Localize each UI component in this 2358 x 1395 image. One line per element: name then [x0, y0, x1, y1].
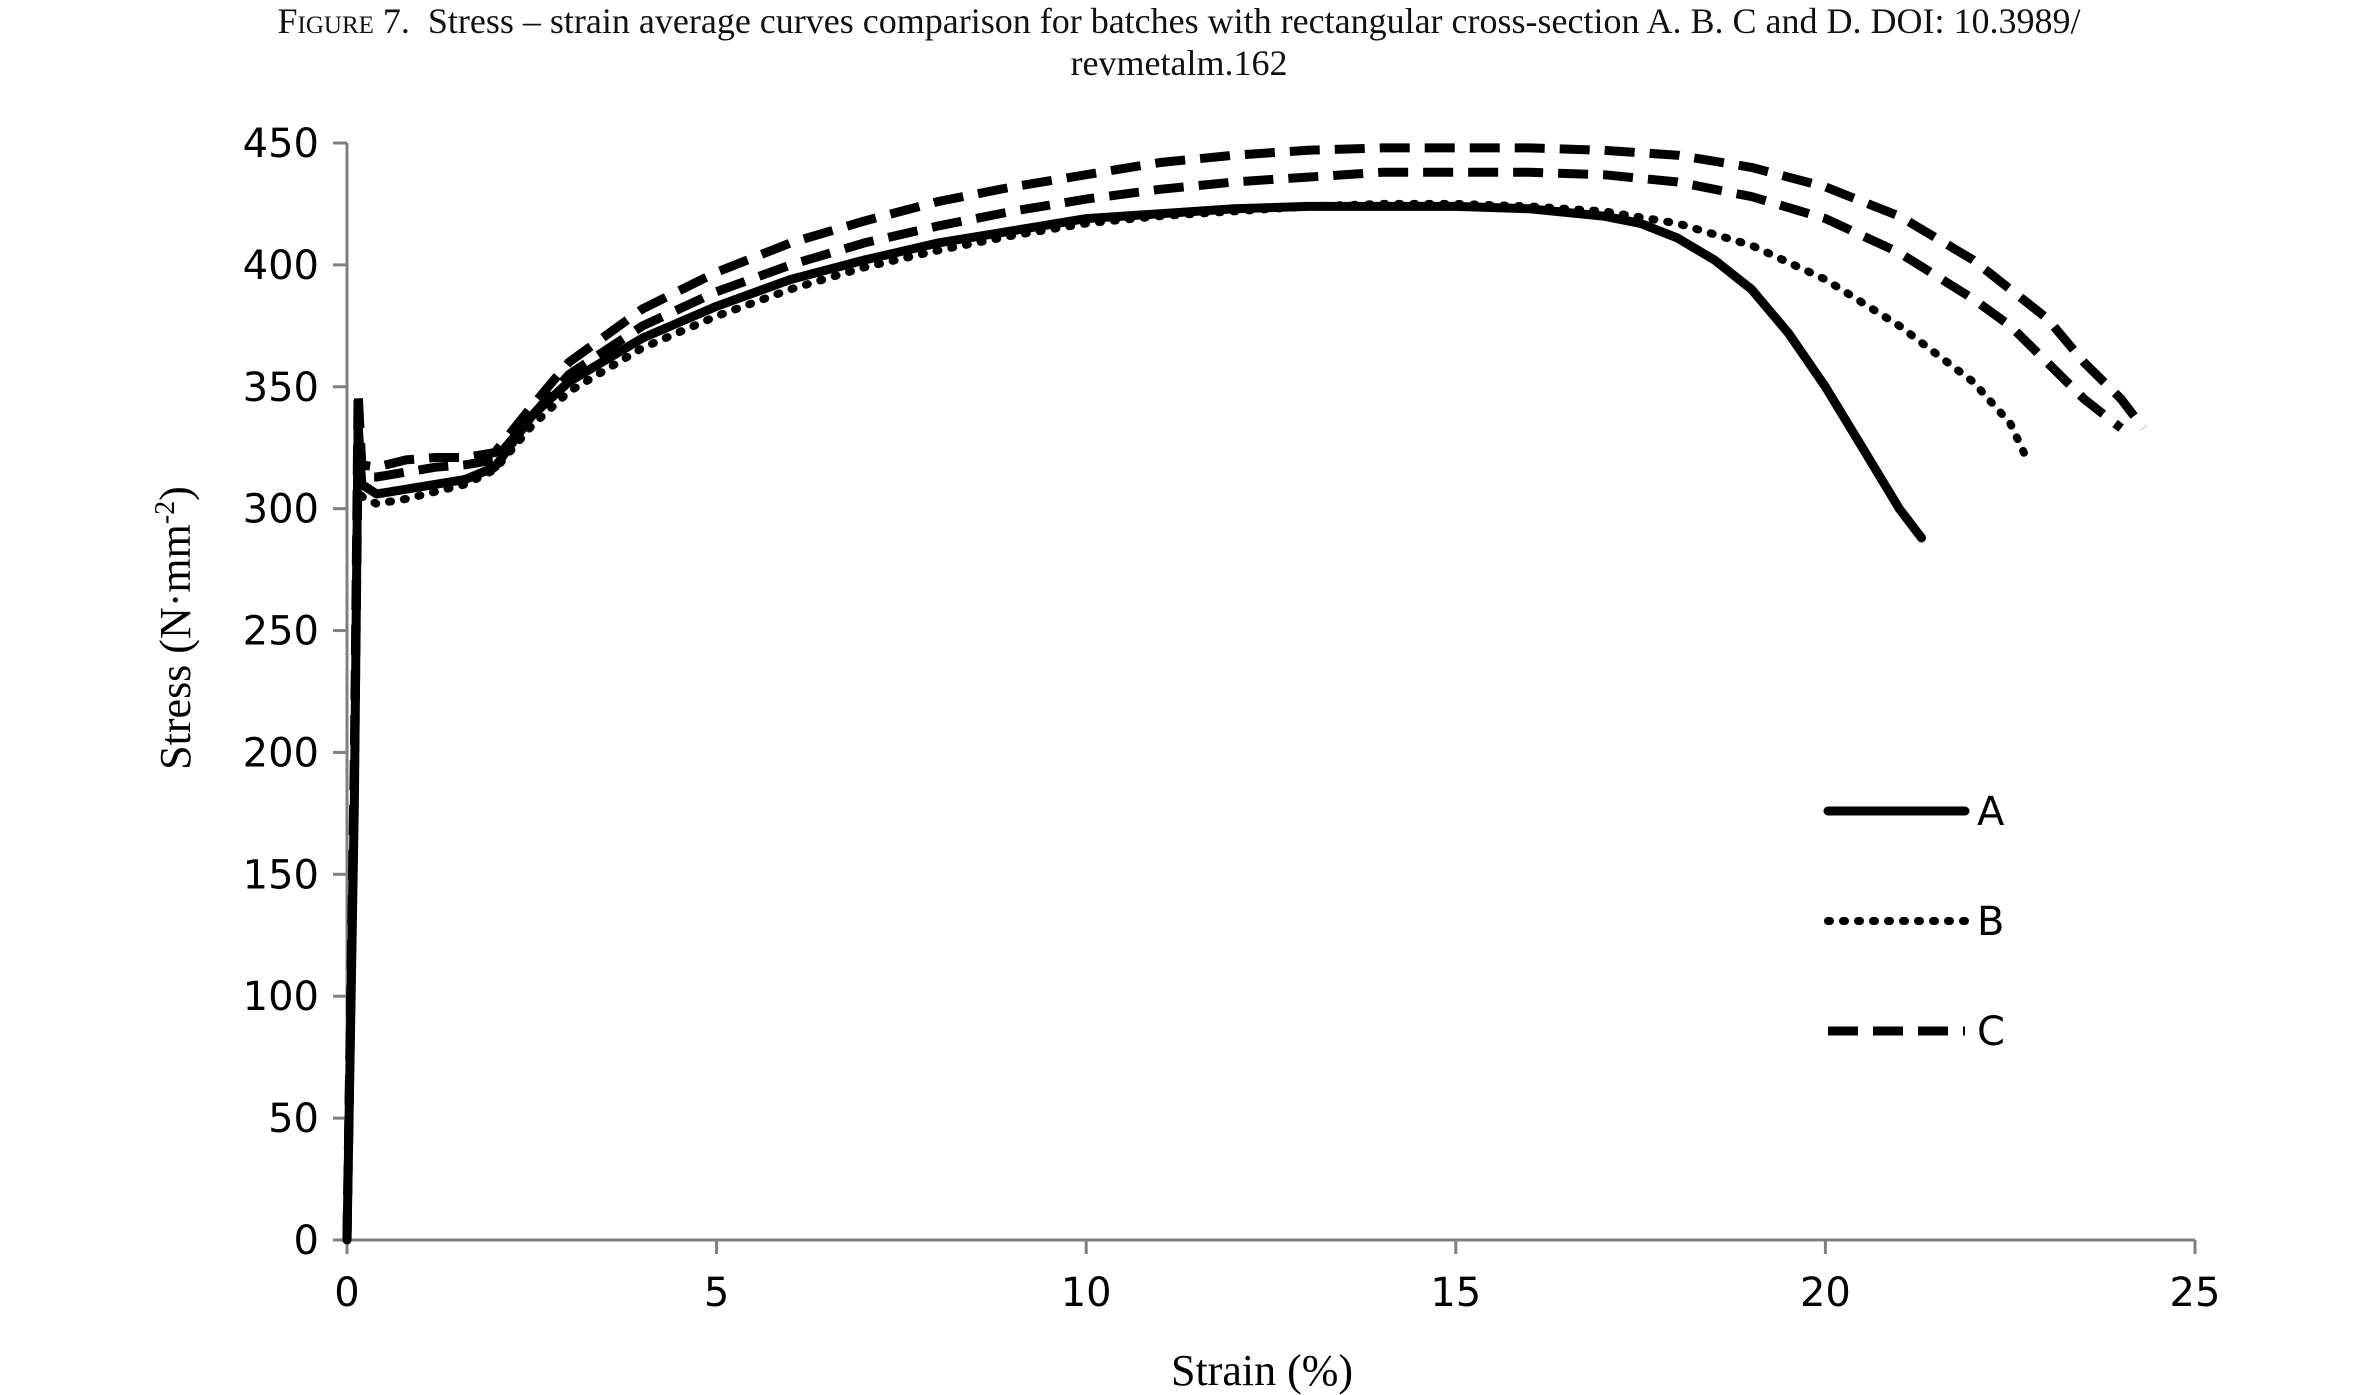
y-tick-label: 50: [268, 1096, 319, 1142]
legend-label-b: B: [1977, 899, 2004, 945]
caption-line-1: Stress – strain average curves compariso…: [427, 1, 2081, 41]
x-tick-label: 15: [1430, 1270, 1481, 1316]
figure-caption: Figure 7. Stress – strain average curves …: [0, 0, 2358, 84]
x-tick-label: 25: [2170, 1270, 2221, 1316]
y-tick-label: 150: [243, 852, 319, 898]
x-tick-label: 5: [704, 1270, 729, 1316]
y-ticks: 0 50 100 150 200 250 300 350 400 450: [243, 121, 347, 1264]
y-tick-label: 350: [243, 365, 319, 411]
series-lines: [342, 143, 2147, 1245]
x-ticks: 0 5 10 15 20 25: [334, 1240, 2220, 1316]
y-tick-label: 400: [243, 243, 319, 289]
series-line-a: [342, 201, 1926, 1245]
y-tick-label: 250: [243, 609, 319, 655]
x-tick-label: 10: [1061, 1270, 1112, 1316]
legend-label-a: A: [1977, 789, 2005, 835]
series-line-c: [342, 143, 2147, 1241]
x-tick-label: 20: [1800, 1270, 1851, 1316]
x-tick-label: 0: [334, 1270, 359, 1316]
series-line-d: [342, 167, 2124, 1241]
y-axis-title: Stress (N·mm-2): [150, 486, 200, 770]
y-tick-label: 450: [243, 121, 319, 167]
legend-label-c: C: [1977, 1009, 2005, 1055]
y-tick-label: 100: [243, 974, 319, 1020]
x-axis-title: Strain (%): [1171, 1346, 1353, 1395]
series-line-b: [343, 199, 2029, 1244]
legend: A B C: [1823, 789, 2005, 1055]
y-tick-label: 200: [243, 730, 319, 776]
y-tick-label: 0: [294, 1218, 319, 1264]
figure-label: Figure 7.: [277, 1, 410, 41]
axes: [345, 143, 2195, 1242]
caption-line-2: revmetalm.162: [1070, 43, 1288, 83]
y-tick-label: 300: [243, 487, 319, 533]
